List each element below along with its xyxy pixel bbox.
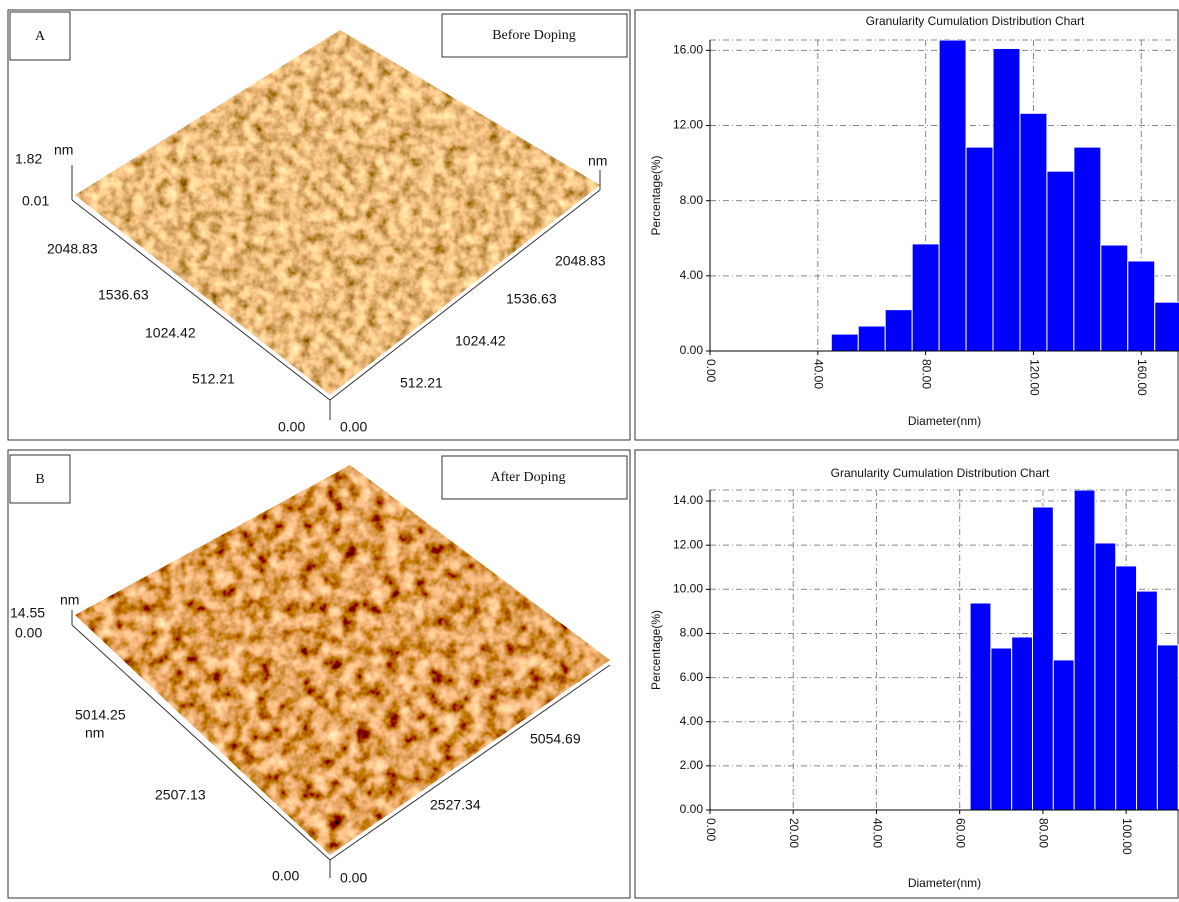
y-tick-label: 2.00: [680, 758, 704, 772]
panel-caption: After Doping: [490, 470, 565, 485]
bar: [831, 334, 858, 351]
y-tick-label: 14.00: [673, 493, 703, 507]
y-tick-label: 12.00: [673, 118, 703, 132]
afm-label: nm: [85, 725, 104, 741]
afm-panel: A Before Doping 1.82 nm 0.01 nm 2048.83 …: [10, 12, 627, 435]
bar: [1033, 507, 1054, 810]
afm-label: 2048.83: [47, 241, 98, 257]
afm-label: 2507.13: [155, 787, 206, 803]
x-tick-label: 40.00: [870, 818, 884, 848]
bar: [912, 244, 939, 351]
x-tick-label: 0.00: [704, 359, 718, 383]
afm-label: 5054.69: [530, 731, 581, 747]
y-tick-label: 8.00: [680, 193, 704, 207]
bar: [1137, 591, 1158, 810]
x-tick-label: 20.00: [787, 818, 801, 848]
afm-label: 1024.42: [455, 333, 506, 349]
y-axis-label: Percentage(%): [649, 610, 663, 690]
afm-label: 2048.83: [555, 253, 606, 269]
y-tick-label: 8.00: [680, 626, 704, 640]
afm-label: 14.55: [10, 605, 45, 621]
bar: [993, 48, 1020, 351]
bar: [1074, 490, 1095, 810]
bar: [939, 40, 966, 351]
afm-label: nm: [54, 142, 73, 158]
bar: [991, 648, 1012, 810]
afm-label: 5014.25: [75, 707, 126, 723]
panel-caption: Before Doping: [492, 28, 576, 43]
afm-label: 1536.63: [98, 287, 149, 303]
afm-panel: B After Doping 14.55 nm 0.00 5014.25 nm …: [10, 455, 627, 886]
bar: [1157, 645, 1178, 810]
x-tick-label: 60.00: [954, 818, 968, 848]
afm-label: 1024.42: [145, 325, 196, 341]
x-tick-label: 160.00: [1135, 359, 1149, 396]
afm-label: 1.82: [15, 151, 42, 167]
afm-label: 0.00: [272, 868, 299, 884]
y-tick-label: 16.00: [673, 43, 703, 57]
chart-title: Granularity Cumulation Distribution Char…: [831, 466, 1050, 480]
figure: A Before Doping 1.82 nm 0.01 nm 2048.83 …: [0, 0, 1179, 902]
bar: [1155, 302, 1179, 351]
y-tick-label: 12.00: [673, 537, 703, 551]
afm-label: 2527.34: [430, 797, 481, 813]
bar: [970, 603, 991, 810]
bar: [966, 147, 993, 351]
chart: Granularity Cumulation Distribution Char…: [649, 466, 1179, 890]
x-tick-label: 120.00: [1027, 359, 1041, 396]
afm-label: 512.21: [192, 371, 235, 387]
bar: [1053, 660, 1074, 810]
x-tick-label: 40.00: [812, 359, 826, 389]
afm-label: 0.00: [340, 870, 367, 886]
x-tick-label: 80.00: [919, 359, 933, 389]
bar: [1116, 566, 1137, 810]
y-tick-label: 4.00: [680, 268, 704, 282]
panel-letter: B: [35, 472, 44, 487]
afm-label: nm: [60, 592, 79, 608]
y-tick-label: 10.00: [673, 581, 703, 595]
afm-label: 0.00: [340, 419, 367, 435]
bars: [970, 490, 1178, 810]
afm-label: 512.21: [400, 375, 443, 391]
afm-surface: [70, 25, 610, 400]
x-axis-label: Diameter(nm): [908, 876, 981, 890]
bar: [1074, 147, 1101, 351]
afm-label: 0.00: [278, 419, 305, 435]
bar: [858, 326, 885, 351]
bar: [1047, 171, 1074, 351]
chart-title: Granularity Cumulation Distribution Char…: [866, 14, 1085, 28]
y-tick-label: 6.00: [680, 670, 704, 684]
afm-label: 1536.63: [506, 291, 557, 307]
bar: [1101, 245, 1128, 351]
panel-letter: A: [35, 29, 46, 44]
x-tick-label: 80.00: [1037, 818, 1051, 848]
x-axis-label: Diameter(nm): [908, 414, 981, 428]
afm-label: 0.00: [15, 625, 42, 641]
bar: [885, 310, 912, 351]
bars: [831, 40, 1179, 351]
y-tick-label: 0.00: [680, 343, 704, 357]
x-tick-label: 100.00: [1120, 818, 1134, 855]
bar: [1095, 543, 1116, 810]
afm-label: nm: [588, 153, 607, 169]
bar: [1012, 637, 1033, 810]
y-tick-label: 4.00: [680, 714, 704, 728]
x-tick-label: 0.00: [704, 818, 718, 842]
afm-label: 0.01: [22, 193, 49, 209]
y-tick-label: 0.00: [680, 802, 704, 816]
chart: Granularity Cumulation Distribution Char…: [649, 14, 1179, 428]
afm-surface: [70, 460, 615, 860]
bar: [1020, 113, 1047, 351]
bar: [1128, 261, 1155, 351]
y-axis-label: Percentage(%): [649, 155, 663, 235]
